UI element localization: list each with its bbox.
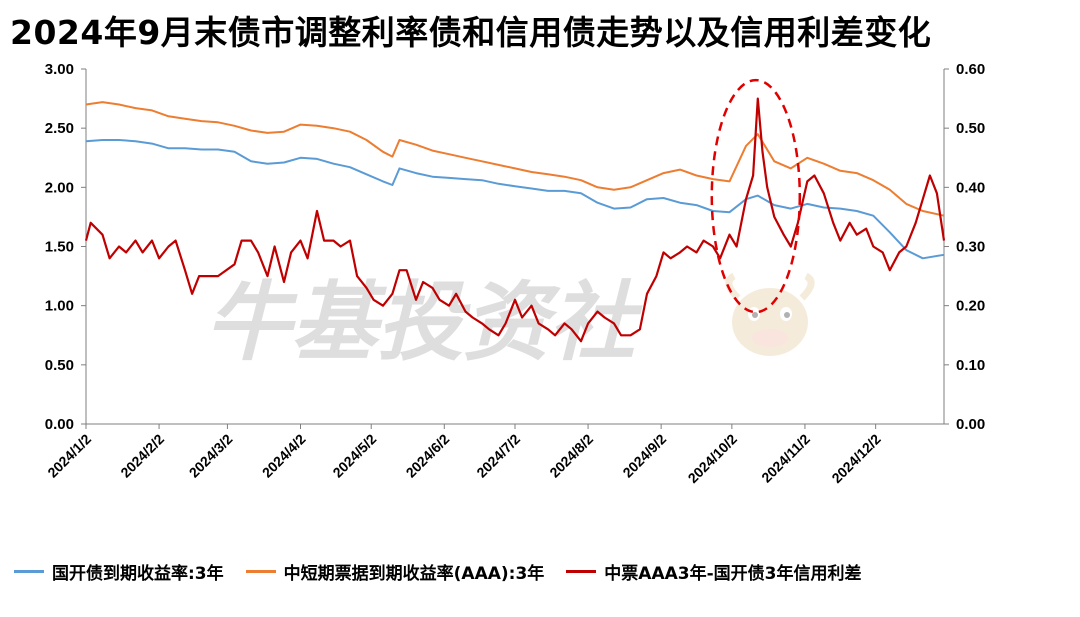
x-tick-label: 2024/2/2	[117, 431, 167, 481]
chart-title: 2024年9月末债市调整利率债和信用债走势以及信用利差变化	[10, 13, 932, 52]
left-tick-label: 0.00	[45, 416, 74, 433]
x-tick-label: 2024/5/2	[329, 431, 379, 481]
left-tick-label: 1.00	[45, 298, 74, 315]
right-tick-label: 0.60	[956, 61, 985, 78]
x-tick-label: 2024/4/2	[259, 431, 309, 481]
highlight-ellipse	[710, 78, 802, 314]
x-tick-label: 2024/8/2	[546, 431, 596, 481]
x-tick-label: 2024/1/2	[44, 431, 94, 481]
annotation-layer	[710, 78, 802, 314]
legend-label: 中票AAA3年-国开债3年信用利差	[604, 563, 862, 584]
legend-item-3: 中票AAA3年-国开债3年信用利差	[566, 559, 861, 584]
watermark-text: 牛基投资社	[205, 273, 643, 373]
legend-swatch	[566, 569, 597, 573]
right-tick-label: 0.50	[956, 120, 985, 137]
right-tick-label: 0.00	[956, 416, 985, 433]
series-line-3	[84, 97, 946, 343]
right-tick-label: 0.40	[956, 179, 985, 196]
right-tick-label: 0.20	[956, 298, 985, 315]
watermark: 牛基投资社	[205, 272, 815, 373]
left-tick-label: 1.50	[45, 239, 74, 256]
x-tick-label: 2024/10/2	[685, 431, 741, 487]
legend-label: 国开债到期收益率:3年	[52, 563, 224, 584]
legend: 国开债到期收益率:3年 中短期票据到期收益率(AAA):3年 中票AAA3年-国开债…	[14, 556, 1074, 586]
x-tick-label: 2024/9/2	[619, 431, 669, 481]
x-tick-label: 2024/6/2	[403, 431, 453, 481]
series-layer	[84, 97, 946, 343]
series-line-2	[85, 101, 945, 217]
legend-label: 中短期票据到期收益率(AAA):3年	[283, 563, 545, 584]
x-tick-label: 2024/7/2	[473, 431, 523, 481]
legend-item-1: 国开债到期收益率:3年	[14, 559, 224, 584]
left-tick-label: 2.50	[45, 120, 74, 137]
left-tick-label: 3.00	[45, 61, 74, 78]
left-tick-label: 2.00	[45, 179, 74, 196]
x-tick-label: 2024/3/2	[186, 431, 236, 481]
x-tick-label: 2024/12/2	[828, 431, 884, 487]
left-tick-label: 0.50	[45, 357, 74, 374]
legend-swatch	[245, 569, 276, 573]
legend-item-2: 中短期票据到期收益率(AAA):3年	[245, 559, 545, 584]
right-tick-label: 0.30	[956, 239, 985, 256]
legend-swatch	[14, 569, 44, 573]
cow-logo-icon	[725, 272, 815, 356]
series-line-1	[85, 139, 945, 260]
right-tick-label: 0.10	[956, 357, 985, 374]
x-tick-label: 2024/11/2	[758, 431, 813, 486]
